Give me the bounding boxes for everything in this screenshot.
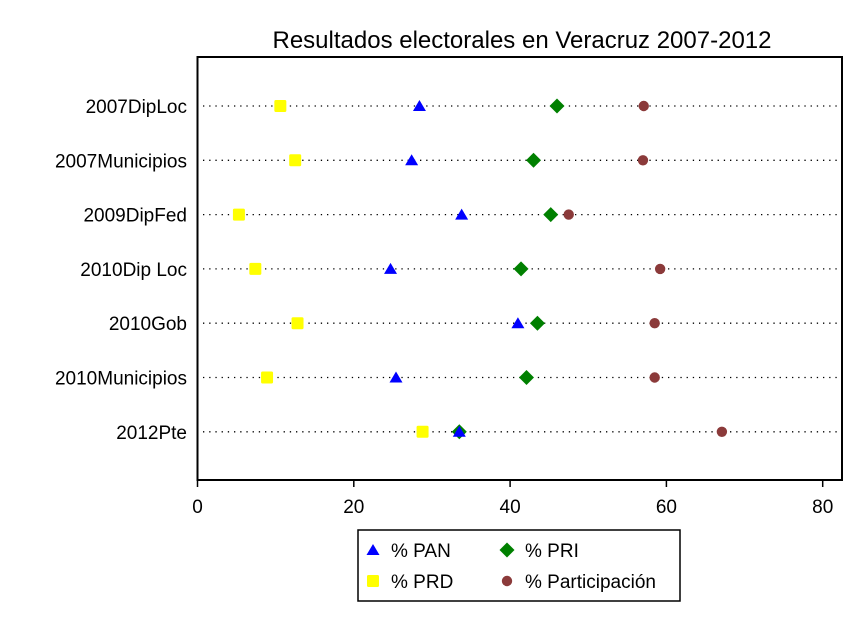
data-point-square <box>416 425 429 438</box>
category-label: 2010Gob <box>109 314 187 335</box>
x-tick-label: 20 <box>343 497 364 518</box>
x-tick-label: 40 <box>500 497 521 518</box>
legend-item: % PAN <box>366 541 451 562</box>
data-point-triangle <box>405 154 419 166</box>
chart-title: Resultados electorales en Veracruz 2007-… <box>273 27 772 54</box>
data-point-diamond <box>543 207 559 223</box>
data-point-circle <box>637 155 649 166</box>
legend-item: % PRD <box>367 572 453 593</box>
data-point-square <box>274 100 287 112</box>
legend-swatch-circle <box>501 575 513 587</box>
data-marks <box>232 98 728 440</box>
data-point-square <box>249 262 262 275</box>
category-label: 2009DipFed <box>83 206 187 227</box>
gridlines <box>203 105 841 433</box>
data-point-diamond <box>549 98 565 114</box>
category-label: 2007Municipios <box>55 151 187 172</box>
plot-frame <box>196 56 843 481</box>
data-point-square <box>289 154 302 167</box>
category-label: 2012Pte <box>116 423 187 444</box>
legend-swatch-triangle <box>366 544 380 555</box>
data-point-square <box>232 208 245 221</box>
data-point-circle <box>638 100 649 112</box>
legend-box <box>357 529 681 602</box>
data-point-square <box>261 371 274 384</box>
legend-item: % Participación <box>501 572 656 593</box>
legend-label: % PRI <box>525 541 579 562</box>
legend-item: % PRI <box>499 541 579 562</box>
data-point-triangle <box>412 100 426 111</box>
legend-label: % PAN <box>391 541 451 562</box>
x-tick-label: 80 <box>812 497 833 518</box>
data-point-circle <box>716 426 728 437</box>
legend-label: % PRD <box>391 572 453 593</box>
category-label: 2010Municipios <box>55 369 187 390</box>
data-point-circle <box>563 209 574 220</box>
data-point-triangle <box>384 262 398 274</box>
legend: % PAN % PRI % PRD % Participación <box>357 529 681 602</box>
data-point-diamond <box>513 261 529 277</box>
category-label: 2007DipLoc <box>86 97 187 118</box>
x-tick-label: 0 <box>192 497 203 518</box>
legend-swatch-square <box>367 575 379 587</box>
data-point-triangle <box>511 317 525 329</box>
category-labels: 2007DipLoc 2007Municipios 2009DipFed 2010Di… <box>55 97 187 444</box>
data-point-triangle <box>452 425 466 437</box>
legend-label: % Participación <box>525 572 656 593</box>
data-point-diamond <box>529 315 545 331</box>
data-point-triangle <box>455 208 469 220</box>
data-point-square <box>291 317 304 330</box>
data-point-triangle <box>389 371 403 383</box>
x-tick-label: 60 <box>656 497 677 518</box>
data-point-diamond <box>519 370 535 385</box>
data-point-circle <box>649 318 660 329</box>
data-point-diamond <box>526 152 542 168</box>
data-point-circle <box>654 263 666 275</box>
legend-swatch-diamond <box>499 542 515 558</box>
x-axis: 0 20 40 60 80 <box>192 480 833 518</box>
data-point-circle <box>649 372 660 383</box>
category-label: 2010Dip Loc <box>80 260 187 281</box>
